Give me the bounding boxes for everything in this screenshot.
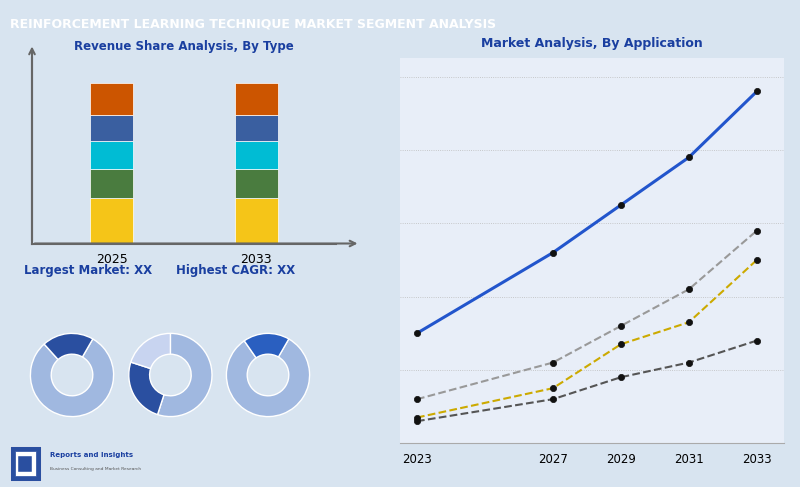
Wedge shape xyxy=(131,334,170,369)
Bar xyxy=(90,83,134,115)
FancyBboxPatch shape xyxy=(15,451,36,476)
Text: Reports and Insights: Reports and Insights xyxy=(50,452,134,458)
Title: Market Analysis, By Application: Market Analysis, By Application xyxy=(481,37,703,50)
Wedge shape xyxy=(158,334,212,416)
Bar xyxy=(90,198,134,244)
Wedge shape xyxy=(226,339,310,416)
Text: Largest Market: XX: Largest Market: XX xyxy=(24,264,153,277)
FancyBboxPatch shape xyxy=(10,447,42,481)
Bar xyxy=(234,169,278,198)
Title: Revenue Share Analysis, By Type: Revenue Share Analysis, By Type xyxy=(74,40,294,53)
Wedge shape xyxy=(244,334,289,358)
Wedge shape xyxy=(44,334,93,359)
Bar xyxy=(90,115,134,141)
Wedge shape xyxy=(30,339,114,416)
Bar xyxy=(234,141,278,169)
Bar xyxy=(234,115,278,141)
Bar xyxy=(234,198,278,244)
FancyBboxPatch shape xyxy=(18,456,32,472)
Bar xyxy=(234,83,278,115)
Text: Highest CAGR: XX: Highest CAGR: XX xyxy=(176,264,295,277)
Text: Business Consulting and Market Research: Business Consulting and Market Research xyxy=(50,467,142,471)
Text: REINFORCEMENT LEARNING TECHNIQUE MARKET SEGMENT ANALYSIS: REINFORCEMENT LEARNING TECHNIQUE MARKET … xyxy=(10,18,496,31)
Bar xyxy=(90,141,134,169)
Bar xyxy=(90,169,134,198)
Wedge shape xyxy=(129,362,164,414)
